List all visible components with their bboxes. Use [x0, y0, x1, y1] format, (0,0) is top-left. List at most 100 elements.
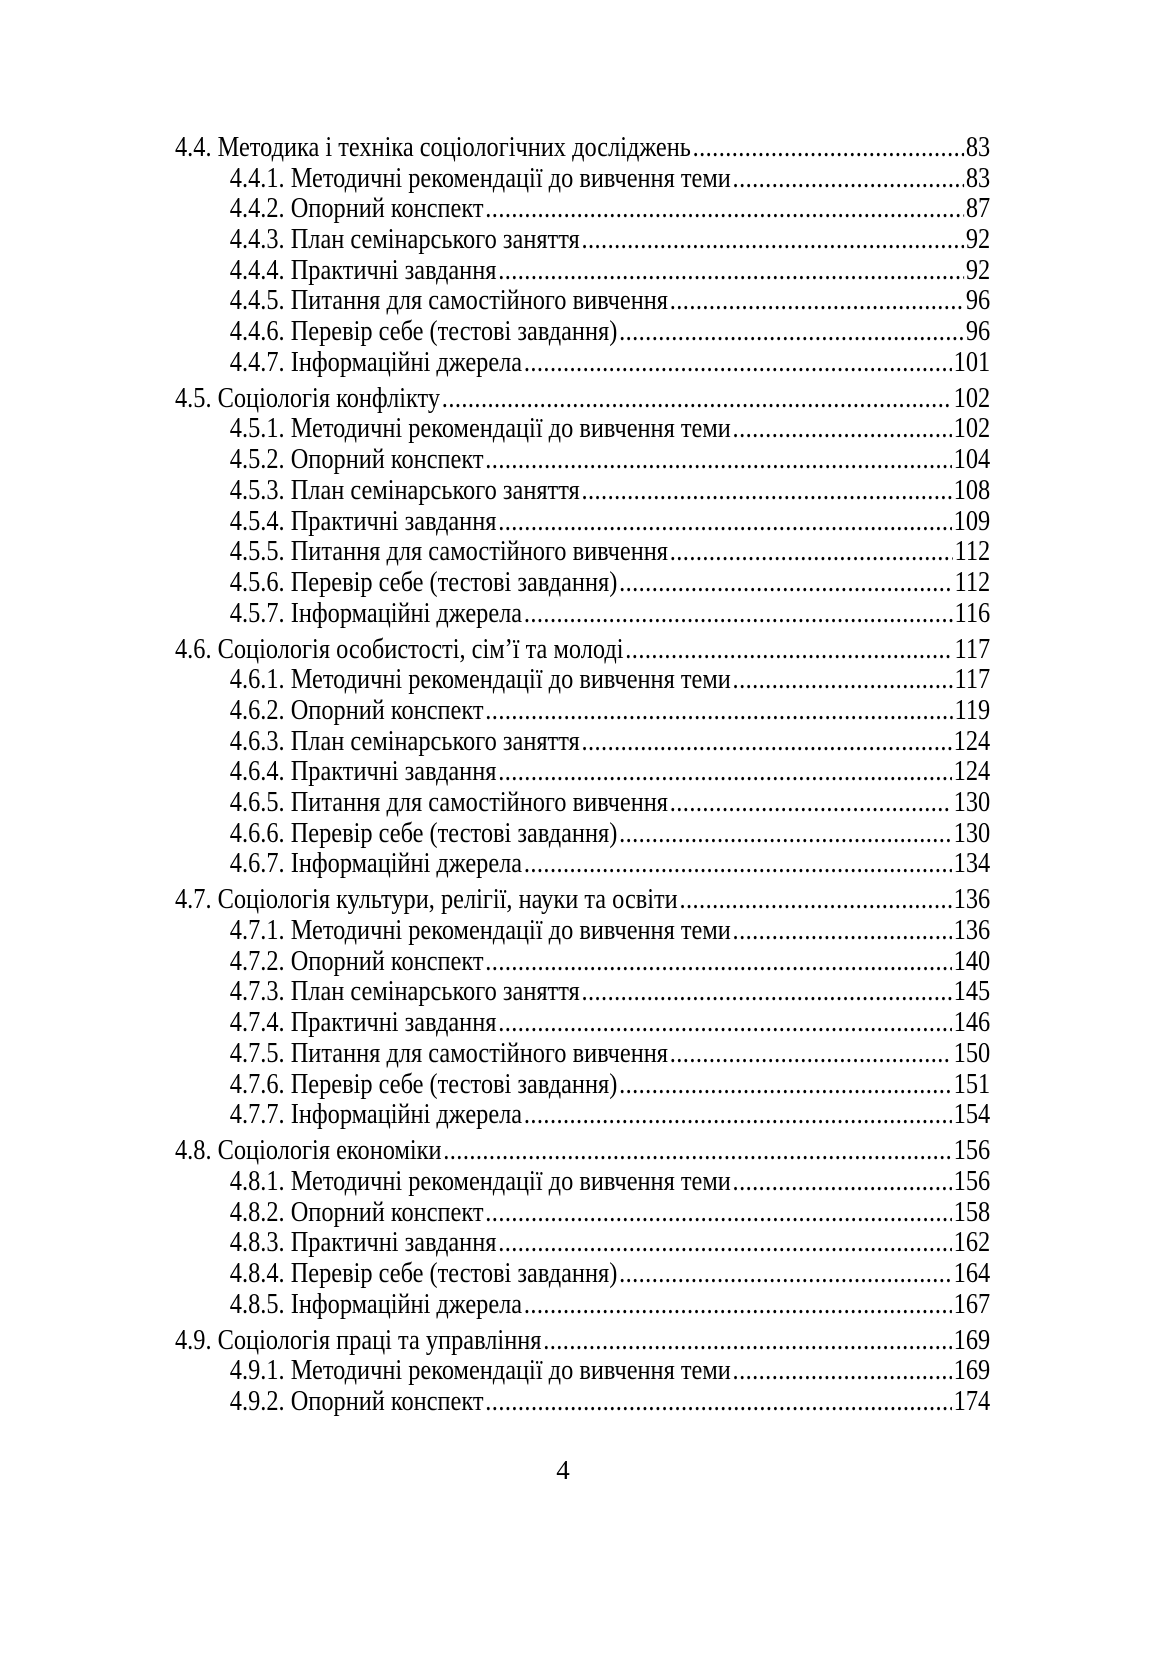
toc-entry-page: 112 — [954, 536, 991, 568]
toc-entry-page: 109 — [953, 505, 991, 537]
toc-entry-page: 87 — [965, 193, 991, 225]
toc-entry-title: 4.8.5. Інформаційні джерела — [229, 1288, 523, 1320]
toc-subsection-entry[interactable]: 4.4.2. Опорний конспект 87 — [175, 194, 990, 225]
toc-subsection-entry[interactable]: 4.8.1. Методичні рекомендації до вивченн… — [175, 1166, 990, 1198]
toc-entry-title: 4.6.2. Опорний конспект — [229, 694, 484, 726]
dot-leader — [581, 727, 951, 758]
toc-entry-title: 4.8.4. Перевір себе (тестові завдання) — [229, 1257, 618, 1289]
toc-entry-page: 156 — [953, 1135, 991, 1167]
toc-entry-title: 4.4.3. План семінарського заняття — [229, 224, 580, 256]
toc-entry-page: 150 — [953, 1037, 991, 1069]
dot-leader — [619, 568, 953, 599]
dot-leader — [498, 507, 952, 538]
toc-subsection-entry[interactable]: 4.5.4. Практичні завдання 109 — [175, 505, 991, 538]
toc-entry-page: 83 — [965, 162, 991, 194]
dot-leader — [498, 1228, 952, 1259]
toc-entry-title: 4.5. Соціологія конфлікту — [175, 382, 441, 414]
toc-subsection-entry[interactable]: 4.4.7. Інформаційні джерела 101 — [175, 347, 990, 379]
dot-leader — [442, 384, 952, 415]
toc-subsection-entry[interactable]: 4.5.6. Перевір себе (тестові завдання) 11… — [175, 567, 990, 599]
toc-entry-page: 164 — [953, 1257, 991, 1289]
toc-entry-title: 4.4.2. Опорний конспект — [229, 193, 484, 225]
dot-leader — [443, 1136, 952, 1167]
toc-subsection-entry[interactable]: 4.4.1. Методичні рекомендації до вивченн… — [175, 162, 991, 195]
toc-subsection-entry[interactable]: 4.8.3. Практичні завдання 162 — [175, 1228, 990, 1259]
toc-subsection-entry[interactable]: 4.4.5. Питання для самостійного вивчення… — [175, 286, 990, 317]
toc-section-entry[interactable]: 4.6. Соціологія особистості, сім’ї та мо… — [175, 633, 991, 666]
toc-subsection-entry[interactable]: 4.5.7. Інформаційні джерела 116 — [175, 597, 991, 630]
toc-subsection-entry[interactable]: 4.8.5. Інформаційні джерела 167 — [175, 1288, 991, 1321]
dot-leader — [524, 1100, 952, 1131]
dot-leader — [524, 599, 953, 630]
toc-entry-page: 130 — [953, 817, 991, 849]
toc-subsection-entry[interactable]: 4.5.5. Питання для самостійного вивчення… — [175, 537, 990, 568]
toc-subsection-entry[interactable]: 4.6.7. Інформаційні джерела 134 — [175, 849, 990, 880]
dot-leader — [581, 225, 964, 256]
toc-entry-title: 4.6.3. План семінарського заняття — [229, 725, 580, 757]
toc-subsection-entry[interactable]: 4.9.1. Методичні рекомендації до вивченн… — [175, 1356, 990, 1387]
toc-subsection-entry[interactable]: 4.7.3. План семінарського заняття 145 — [175, 977, 990, 1008]
toc-subsection-entry[interactable]: 4.7.2. Опорний конспект 140 — [175, 945, 991, 978]
toc-subsection-entry[interactable]: 4.5.3. План семінарського заняття 108 — [175, 474, 990, 507]
toc-entry-title: 4.5.3. План семінарського заняття — [229, 474, 580, 506]
toc-entry-title: 4.6.4. Практичні завдання — [229, 756, 497, 788]
toc-subsection-entry[interactable]: 4.6.2. Опорний конспект 119 — [175, 694, 991, 727]
toc-subsection-entry[interactable]: 4.8.4. Перевір себе (тестові завдання) 16… — [175, 1257, 991, 1290]
toc-subsection-entry[interactable]: 4.7.4. Практичні завдання 146 — [175, 1007, 990, 1039]
toc-subsection-entry[interactable]: 4.4.6. Перевір себе (тестові завдання) 96 — [175, 316, 991, 348]
toc-subsection-entry[interactable]: 4.6.4. Практичні завдання 124 — [175, 757, 990, 788]
toc-subsection-entry[interactable]: 4.4.4. Практичні завдання 92 — [175, 255, 990, 287]
toc-entry-page: 154 — [953, 1099, 991, 1131]
toc-subsection-entry[interactable]: 4.6.6. Перевір себе (тестові завдання) 13… — [175, 817, 991, 850]
toc-section-entry[interactable]: 4.9. Соціологія праці та управління 169 — [175, 1325, 990, 1357]
dot-leader — [485, 194, 964, 225]
dot-leader — [619, 819, 952, 850]
toc-section-entry[interactable]: 4.7. Соціологія культури, релігії, науки… — [175, 885, 990, 916]
toc-section-entry[interactable]: 4.5. Соціологія конфлікту 102 — [175, 382, 991, 415]
dot-leader — [581, 977, 951, 1008]
toc-subsection-entry[interactable]: 4.6.3. План семінарського заняття 124 — [175, 725, 990, 758]
dot-leader — [485, 696, 953, 727]
toc-entry-page: 158 — [953, 1196, 991, 1228]
toc-entry-title: 4.7.5. Питання для самостійного вивчення — [229, 1037, 669, 1069]
dot-leader — [733, 164, 965, 195]
toc-entry-title: 4.6.5. Питання для самостійного вивчення — [229, 787, 669, 819]
toc-entry-title: 4.6.6. Перевір себе (тестові завдання) — [229, 817, 618, 849]
toc-entry-page: 96 — [965, 316, 991, 348]
dot-leader — [485, 947, 952, 978]
toc-entry-title: 4.9.1. Методичні рекомендації до вивченн… — [229, 1355, 731, 1387]
toc-subsection-entry[interactable]: 4.7.5. Питання для самостійного вивчення… — [175, 1037, 991, 1070]
toc-subsection-entry[interactable]: 4.6.5. Питання для самостійного вивчення… — [175, 787, 990, 819]
toc-entry-page: 92 — [965, 224, 991, 256]
dot-leader — [670, 1039, 952, 1070]
toc-entry-page: 140 — [953, 945, 991, 977]
toc-entry-page: 167 — [953, 1288, 991, 1320]
toc-section-entry[interactable]: 4.4. Методика і техніка соціологічних до… — [175, 132, 990, 164]
toc-entry-title: 4.7.1. Методичні рекомендації до вивченн… — [229, 915, 731, 947]
toc-entry-title: 4.6. Соціологія особистості, сім’ї та мо… — [175, 633, 624, 665]
toc-entry-title: 4.5.4. Практичні завдання — [229, 505, 497, 537]
dot-leader — [498, 1008, 952, 1039]
toc-entry-page: 116 — [954, 597, 991, 629]
toc-subsection-entry[interactable]: 4.5.1. Методичні рекомендації до вивченн… — [175, 414, 990, 445]
toc-subsection-entry[interactable]: 4.7.7. Інформаційні джерела 154 — [175, 1100, 990, 1131]
toc-subsection-entry[interactable]: 4.9.2. Опорний конспект 174 — [175, 1386, 990, 1418]
toc-entry-page: 119 — [954, 694, 991, 726]
toc-entry-page: 162 — [953, 1227, 991, 1259]
toc-subsection-entry[interactable]: 4.7.1. Методичні рекомендації до вивченн… — [175, 915, 990, 947]
toc-entry-title: 4.7.3. План семінарського заняття — [229, 976, 580, 1008]
page-number: 4 — [556, 1455, 570, 1485]
toc-section-entry[interactable]: 4.8. Соціологія економіки 156 — [175, 1135, 991, 1167]
toc-entry-title: 4.4.1. Методичні рекомендації до вивченн… — [229, 162, 731, 194]
toc-subsection-entry[interactable]: 4.8.2. Опорний конспект 158 — [175, 1196, 991, 1229]
toc-subsection-entry[interactable]: 4.6.1. Методичні рекомендації до вивченн… — [175, 665, 990, 696]
toc-entry-page: 102 — [953, 382, 991, 414]
toc-entry-page: 136 — [953, 884, 991, 916]
toc-entry-title: 4.7.2. Опорний конспект — [229, 945, 484, 977]
toc-entry-page: 117 — [954, 633, 991, 665]
dot-leader — [524, 348, 952, 379]
toc-entry-title: 4.4.6. Перевір себе (тестові завдання) — [229, 316, 618, 348]
toc-subsection-entry[interactable]: 4.7.6. Перевір себе (тестові завдання) 15… — [175, 1069, 990, 1101]
toc-subsection-entry[interactable]: 4.5.2. Опорний конспект 104 — [175, 444, 990, 476]
toc-subsection-entry[interactable]: 4.4.3. План семінарського заняття 92 — [175, 224, 991, 256]
